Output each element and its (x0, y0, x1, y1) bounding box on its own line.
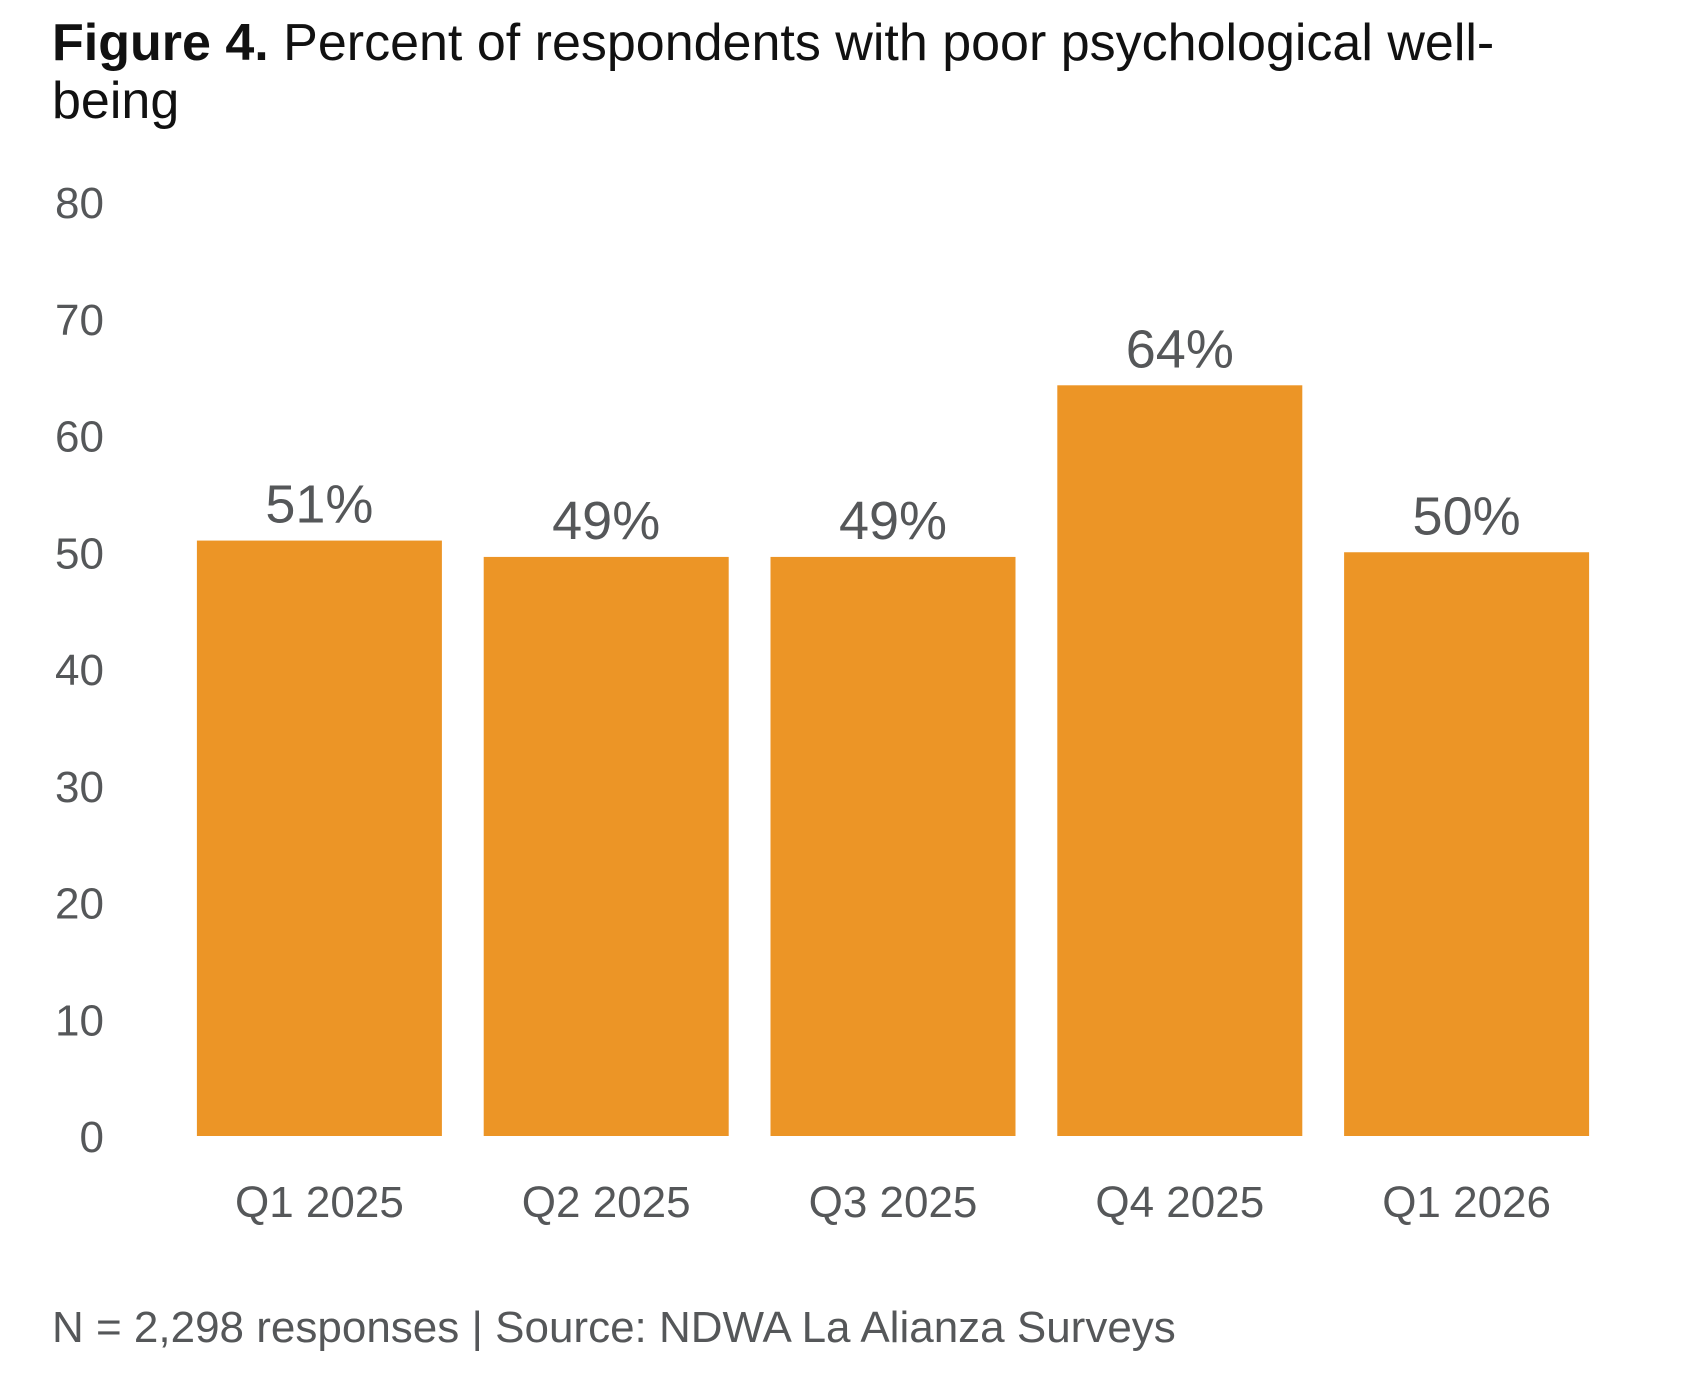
x-tick-label: Q1 2026 (1382, 1178, 1551, 1227)
x-tick-label: Q2 2025 (522, 1178, 691, 1227)
x-tick-label: Q3 2025 (809, 1178, 978, 1227)
y-tick-label: 60 (55, 413, 104, 462)
bar (770, 556, 1016, 1136)
bar-data-label: 51% (265, 475, 373, 535)
y-tick-label: 20 (55, 880, 104, 929)
chart-title-text: Percent of respondents with poor psychol… (52, 14, 1495, 130)
y-tick-label: 50 (55, 529, 104, 578)
x-axis: Q1 2025 Q2 2025 Q3 2025 Q4 2025 Q1 2026 (235, 1178, 1551, 1227)
bar (1057, 385, 1303, 1136)
bar (196, 540, 442, 1136)
bar-labels: 51% 49% 49% 64% 50% (265, 319, 1520, 551)
y-axis: 0 10 20 30 40 50 60 70 80 (55, 179, 104, 1162)
bar-data-label: 64% (1126, 319, 1234, 379)
y-tick-label: 0 (80, 1113, 104, 1162)
x-tick-label: Q4 2025 (1095, 1178, 1264, 1227)
bar-data-label: 50% (1413, 486, 1521, 546)
footnote: N = 2,298 responses | Source: NDWA La Al… (52, 1303, 1176, 1352)
y-tick-label: 80 (55, 179, 104, 228)
bar (483, 556, 729, 1136)
bars (196, 385, 1590, 1136)
chart-title-lead: Figure 4. (52, 14, 269, 72)
y-tick-label: 10 (55, 996, 104, 1045)
bar (1344, 552, 1590, 1136)
y-tick-label: 30 (55, 763, 104, 812)
bar-data-label: 49% (552, 491, 660, 551)
bar-data-label: 49% (839, 491, 947, 551)
x-tick-label: Q1 2025 (235, 1178, 404, 1227)
chart-title: Figure 4. Percent of respondents with po… (52, 14, 1612, 130)
y-tick-label: 40 (55, 646, 104, 695)
y-tick-label: 70 (55, 296, 104, 345)
